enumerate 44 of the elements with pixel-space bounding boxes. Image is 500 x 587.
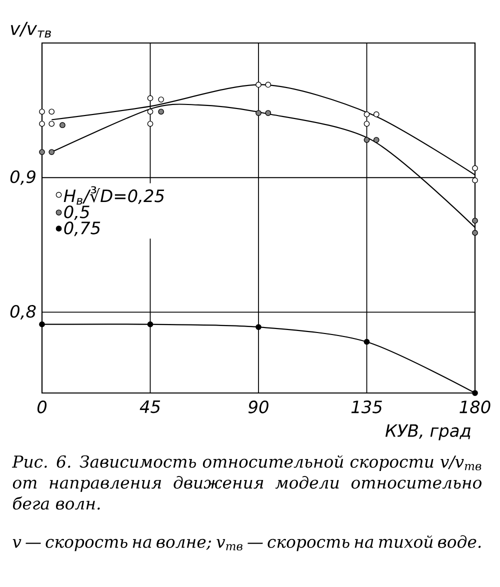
point bbox=[373, 136, 380, 143]
point bbox=[472, 165, 478, 172]
point bbox=[158, 108, 164, 115]
legend-label: 0,75 bbox=[64, 222, 100, 236]
point bbox=[472, 230, 478, 236]
point bbox=[147, 108, 154, 115]
x-tick-label: 45 bbox=[140, 400, 160, 414]
x-tick-label: 0 bbox=[37, 400, 47, 414]
y-tick-label: 0,9 bbox=[10, 170, 36, 185]
point bbox=[256, 82, 262, 88]
point bbox=[39, 321, 45, 328]
point bbox=[472, 390, 478, 396]
point bbox=[364, 111, 370, 118]
point bbox=[147, 321, 154, 328]
point bbox=[364, 338, 370, 345]
point bbox=[364, 120, 370, 127]
text: v — скорость на волне; v$_{тв}$ — скорость на тихой воде. bbox=[12, 535, 481, 552]
y-axis-title: v/v$_{тв}$ bbox=[10, 22, 51, 38]
legend-label: 0,5 bbox=[64, 205, 90, 220]
point bbox=[39, 149, 45, 155]
y-tick-label: 0,8 bbox=[10, 304, 36, 320]
point bbox=[147, 120, 154, 127]
point bbox=[472, 218, 478, 224]
point bbox=[373, 111, 380, 118]
point bbox=[158, 96, 164, 102]
point bbox=[147, 95, 154, 102]
point bbox=[39, 120, 45, 127]
point bbox=[48, 149, 55, 155]
x-tick-label: 180 bbox=[460, 400, 490, 414]
point bbox=[48, 120, 55, 127]
x-tick-label: 90 bbox=[248, 400, 268, 414]
point bbox=[265, 82, 272, 88]
point bbox=[472, 177, 478, 184]
point bbox=[256, 110, 262, 116]
point bbox=[364, 136, 370, 143]
legend-label: Н$_{в}$/∛D=0,25 bbox=[64, 186, 164, 205]
point bbox=[265, 110, 272, 116]
point bbox=[256, 324, 262, 330]
x-axis-title: КУВ, град bbox=[385, 424, 470, 440]
point bbox=[39, 108, 45, 115]
x-tick-label: 135 bbox=[351, 400, 382, 414]
point bbox=[60, 122, 66, 128]
text: Рис. 6. Зависимость относительной скорости v/v$_{тв}$ от направления движения модели относительно бега волн. bbox=[12, 455, 482, 510]
point bbox=[48, 108, 55, 115]
